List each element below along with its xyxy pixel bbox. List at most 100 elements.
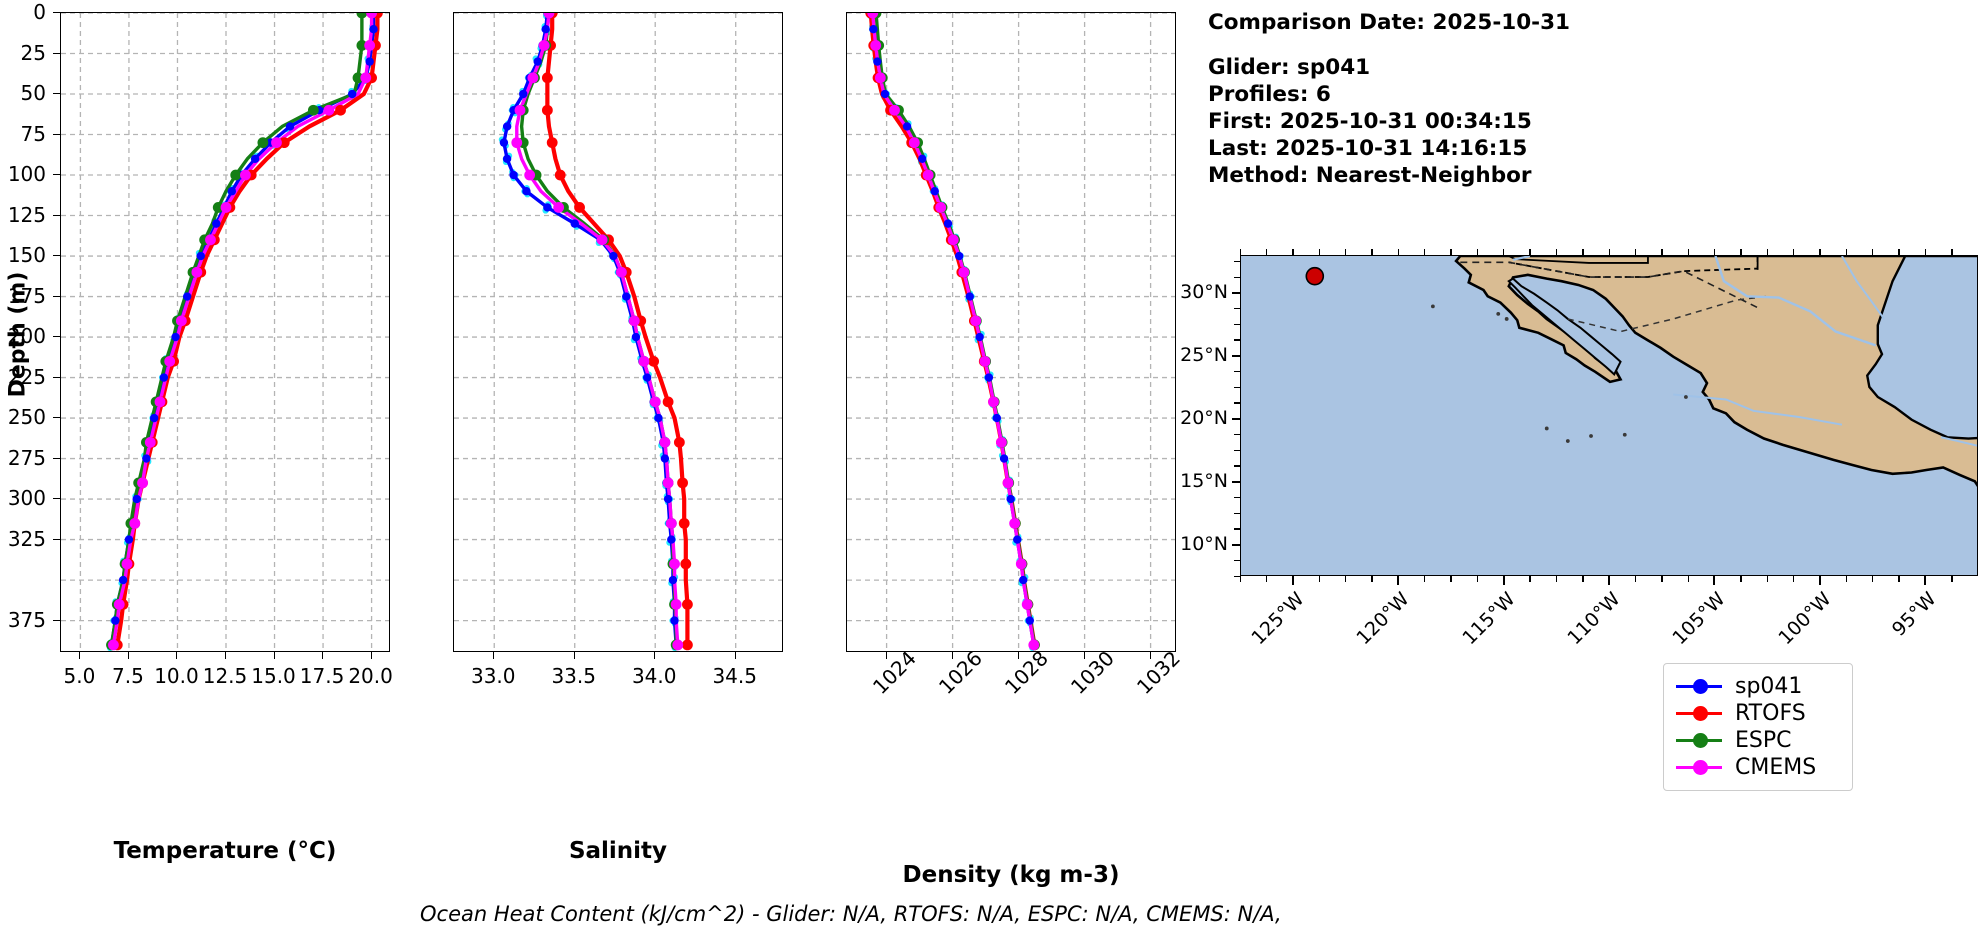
map-minor-tick	[1234, 339, 1240, 341]
depth-tick-mark	[53, 93, 60, 94]
map-minor-tick	[1371, 576, 1373, 582]
map-minor-tick	[1793, 249, 1795, 255]
legend-marker-dot	[1693, 706, 1708, 721]
salinity-series-svg	[454, 13, 782, 651]
map-minor-tick	[1845, 249, 1848, 255]
depth-tick-label: 150	[7, 243, 46, 268]
map-minor-tick	[1397, 576, 1400, 582]
map-minor-tick	[1344, 249, 1347, 255]
map-minor-tick	[1234, 292, 1240, 294]
map-lon-tick-label: 125°W	[1247, 588, 1309, 650]
temperature-plot-area	[60, 12, 390, 652]
map-minor-tick	[1740, 576, 1742, 582]
depth-tick-label: 0	[33, 0, 46, 24]
legend-item-rtofs[interactable]: RTOFS	[1676, 700, 1836, 727]
temperature-xtick-label: 10.0	[154, 664, 199, 688]
density-xtick-label: 1024	[867, 646, 921, 699]
map-minor-tick	[1793, 576, 1795, 582]
map-minor-tick	[1234, 402, 1240, 404]
density-xtick-mark	[1149, 652, 1151, 659]
map-minor-tick	[1292, 249, 1294, 255]
map-minor-tick	[1872, 576, 1874, 582]
map-minor-tick	[1634, 576, 1637, 582]
depth-tick-mark	[53, 538, 60, 540]
density-xtick-mark	[1083, 652, 1085, 659]
temperature-xtick-mark	[273, 652, 275, 659]
map-minor-tick	[1951, 576, 1953, 582]
map-minor-tick	[1450, 249, 1452, 255]
map-minor-tick	[1766, 576, 1769, 582]
density-xtick-mark	[885, 652, 887, 659]
map-minor-tick	[1898, 576, 1900, 582]
map-minor-tick	[1450, 576, 1452, 582]
legend-line-swatch	[1676, 679, 1722, 694]
salinity-xtick-label: 34.0	[631, 664, 677, 688]
depth-tick-label: 75	[20, 121, 46, 146]
depth-tick-label: 50	[20, 81, 46, 105]
map-minor-tick	[1344, 576, 1347, 582]
salinity-axis-label: Salinity	[568, 838, 668, 864]
map-minor-tick	[1819, 576, 1821, 582]
map-minor-tick	[1234, 559, 1240, 562]
depth-tick-label: 125	[7, 202, 46, 227]
legend-item-label: RTOFS	[1735, 701, 1806, 726]
map-minor-tick	[1687, 249, 1689, 255]
map-minor-tick	[1661, 249, 1663, 255]
map-minor-tick	[1898, 249, 1900, 255]
temperature-axis-label: Temperature (°C)	[113, 838, 337, 864]
depth-tick-label: 100	[7, 162, 46, 187]
map-lat-tick-label: 20°N	[1180, 406, 1228, 429]
temperature-xtick-mark	[225, 652, 226, 659]
map-minor-tick	[1234, 575, 1240, 577]
depth-tick-label: 300	[7, 486, 46, 511]
legend-item-espc[interactable]: ESPC	[1676, 727, 1836, 754]
legend-line-swatch	[1676, 733, 1722, 748]
depth-tick-mark	[53, 498, 60, 500]
temperature-xtick-label: 7.5	[112, 664, 144, 688]
density-xtick-label: 1026	[933, 646, 987, 699]
density-xtick-mark	[1017, 652, 1019, 659]
map-minor-tick	[1713, 576, 1716, 582]
map-minor-tick	[1424, 249, 1426, 255]
map-minor-tick	[1234, 260, 1240, 263]
legend-item-label: sp041	[1735, 674, 1803, 699]
map-minor-tick	[1529, 249, 1531, 255]
map-minor-tick	[1634, 249, 1637, 255]
method-text: Method: Nearest-Neighbor	[1208, 163, 1532, 188]
legend-marker-dot	[1693, 733, 1708, 748]
density-xtick-label: 1028	[999, 646, 1053, 699]
map-minor-tick	[1424, 576, 1426, 582]
map-minor-tick	[1924, 576, 1927, 582]
last-profile-time-text: Last: 2025-10-31 14:16:15	[1208, 136, 1528, 161]
depth-tick-label: 225	[7, 364, 46, 389]
map-minor-tick	[1819, 249, 1821, 255]
depth-tick-label: 375	[7, 607, 46, 632]
map-minor-tick	[1608, 249, 1610, 255]
map-lon-tick-label: 105°W	[1668, 588, 1730, 650]
legend-item-cmems[interactable]: CMEMS	[1676, 754, 1836, 781]
legend-line-swatch	[1676, 760, 1722, 775]
density-xtick-label: 1030	[1065, 646, 1119, 699]
depth-tick-label: 250	[7, 405, 46, 430]
density-plot-area	[846, 12, 1176, 652]
temperature-xtick-mark	[370, 652, 372, 659]
salinity-xtick-label: 34.5	[712, 664, 757, 688]
map-lon-tick-label: 120°W	[1352, 588, 1414, 650]
map-minor-tick	[1234, 433, 1240, 436]
map-minor-tick	[1234, 528, 1240, 530]
map-minor-tick	[1234, 544, 1240, 546]
map-minor-tick	[1951, 249, 1953, 255]
temperature-xtick-mark	[79, 652, 81, 659]
map-minor-tick	[1318, 576, 1320, 582]
depth-tick-mark	[53, 174, 60, 176]
depth-tick-mark	[53, 255, 60, 257]
legend-item-sp041[interactable]: sp041	[1676, 673, 1836, 700]
temperature-series-svg	[61, 13, 389, 651]
depth-tick-mark	[53, 52, 60, 54]
map-geometry-svg	[1241, 256, 1977, 575]
map-lon-tick-label: 115°W	[1457, 588, 1520, 650]
map-minor-tick	[1476, 249, 1479, 255]
map-lat-tick-label: 15°N	[1180, 469, 1228, 492]
series-legend: sp041 RTOFS ESPC CMEMS	[1663, 663, 1853, 791]
